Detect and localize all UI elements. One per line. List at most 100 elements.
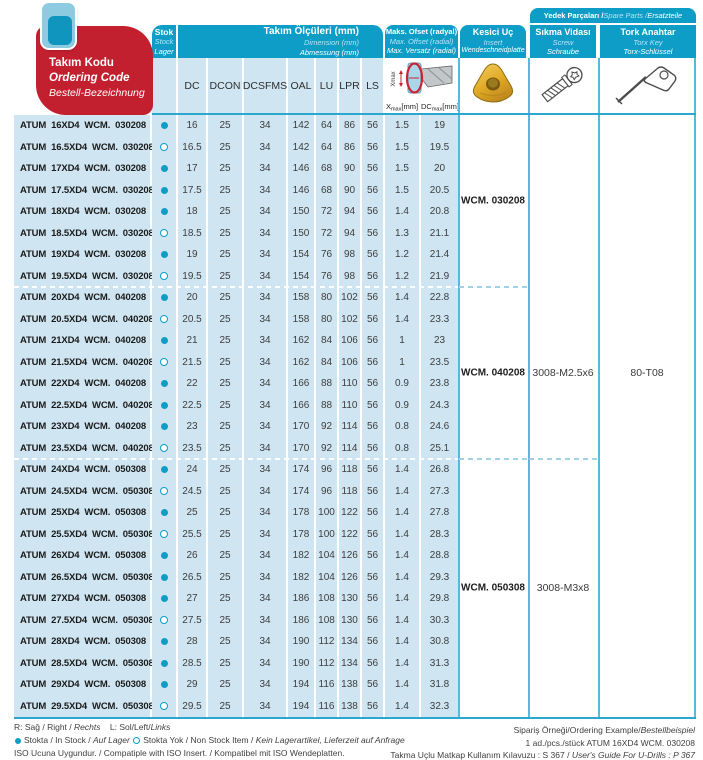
insert-code-040208: WCM. 040208 [461,367,525,379]
non-stock-dot [160,487,168,496]
value-lpr: 114 [339,416,360,438]
value-xmax: 0.9 [385,394,419,416]
value-ls: 56 [362,502,383,524]
non-stock-dot [160,272,168,281]
screw-code-2: 3008-M3x8 [536,582,590,594]
tool-code: ATUM 28XD4 WCM. 050308 [14,631,150,653]
value-lpr: 102 [339,308,360,330]
value-dcmax: 29.3 [421,566,458,588]
value-oal: 186 [288,609,314,631]
in-stock-dot [160,251,168,259]
tool-code: ATUM 25XD4 WCM. 050308 [14,502,150,524]
offset-sub-labels: Xmax[mm] DCmax[mm] [385,102,459,112]
value-xmax: 1 [385,351,419,373]
in-stock-dot [160,401,168,409]
wcm-insert-icon [472,63,514,103]
value-dcon: 25 [208,330,242,352]
value-ls: 56 [362,695,383,717]
value-lu: 84 [316,330,337,352]
table-row: ATUM 16XD4 WCM. 030208 16 25 34 142 64 86 56 1.5… [14,115,458,137]
text-segment: Yedek Parçaları / [543,10,604,20]
iso-note: ISO Ucuna Uygundur. / Compatiple with IS… [14,748,345,758]
in-stock-dot [160,573,168,581]
tool-code: ATUM 21.5XD4 WCM. 040208 [14,351,154,373]
value-xmax: 1.4 [385,609,419,631]
ordering-code-header: Takım Kodu Ordering Code Bestell-Bezeich… [36,26,153,115]
in-stock-dot [160,552,168,560]
value-oal: 150 [288,222,314,244]
value-dcmax: 19.5 [421,136,458,158]
value-dc: 17.5 [178,179,206,201]
non-stock-dot-icon [133,736,141,744]
stock-cell [152,394,176,416]
tool-code: ATUM 19XD4 WCM. 030208 [14,244,150,266]
value-xmax: 1.4 [385,545,419,567]
non-stock-dot [160,358,168,367]
stock-cell [152,115,176,137]
torx-column-header: Tork Anahtar Torx Key Torx-Schlüssel [600,25,696,58]
table-row: ATUM 24XD4 WCM. 050308 24 25 34 174 96 118 56 1.… [14,459,458,481]
footer-ordering-example: Sipariş Örneği/Ordering Example/Bestellb… [390,724,695,760]
value-dcon: 25 [208,437,242,459]
text-segment: Kein Lagerartikel, Lieferzeit auf Anfrag… [255,735,405,745]
value-ls: 56 [362,222,383,244]
screw-group-divider [529,458,598,460]
value-dc: 24.5 [178,480,206,502]
stock-column-spacer [152,58,176,113]
value-lpr: 130 [339,609,360,631]
value-lu: 116 [316,674,337,696]
value-dc: 22 [178,373,206,395]
value-dcsfms: 34 [244,609,286,631]
value-dcsfms: 34 [244,588,286,610]
value-lu: 80 [316,287,337,309]
value-dcon: 25 [208,394,242,416]
stock-cell [152,244,176,266]
text-segment: Spare Parts / [603,10,648,20]
value-lpr: 130 [339,588,360,610]
value-xmax: 1.4 [385,459,419,481]
in-stock-dot [160,638,168,646]
value-ls: 56 [362,394,383,416]
value-ls: 56 [362,201,383,223]
value-ls: 56 [362,136,383,158]
stock-cell [152,201,176,223]
value-dcmax: 23 [421,330,458,352]
value-dc: 29 [178,674,206,696]
table-row: ATUM 28.5XD4 WCM. 050308 28.5 25 34 190 112 13… [14,652,458,674]
stock-cell [152,459,176,481]
table-row: ATUM 18.5XD4 WCM. 030208 18.5 25 34 150 72 94 5… [14,222,458,244]
value-lu: 88 [316,394,337,416]
tool-code: ATUM 26XD4 WCM. 050308 [14,545,150,567]
stock-cell [152,566,176,588]
value-xmax: 1.4 [385,502,419,524]
value-dcmax: 31.3 [421,652,458,674]
value-dcmax: 28.3 [421,523,458,545]
value-dc: 19.5 [178,265,206,287]
value-dc: 22.5 [178,394,206,416]
value-dcon: 25 [208,351,242,373]
stock-cell [152,351,176,373]
value-xmax: 1.4 [385,308,419,330]
column-label-lpr: LPR [339,58,360,113]
table-row: ATUM 24.5XD4 WCM. 050308 24.5 25 34 174 96 118… [14,480,458,502]
value-dc: 28 [178,631,206,653]
value-dcon: 25 [208,523,242,545]
value-lpr: 134 [339,631,360,653]
stock-cell [152,287,176,309]
value-lu: 116 [316,695,337,717]
value-lu: 112 [316,652,337,674]
non-stock-dot [160,702,168,711]
value-lu: 96 [316,459,337,481]
offset-diagram-cell: Xmax Xmax[mm] DCmax[mm] [385,58,459,113]
value-lpr: 86 [339,136,360,158]
value-oal: 154 [288,265,314,287]
value-lu: 104 [316,566,337,588]
table-row: ATUM 16.5XD4 WCM. 030208 16.5 25 34 142 64 86 5… [14,136,458,158]
torx-header-de: Torx-Schlüssel [623,47,673,57]
value-oal: 182 [288,545,314,567]
text-segment: Rechts [74,722,101,732]
value-dcmax: 20.8 [421,201,458,223]
value-lpr: 86 [339,115,360,137]
tool-code: ATUM 18.5XD4 WCM. 030208 [14,222,154,244]
value-dc: 19 [178,244,206,266]
